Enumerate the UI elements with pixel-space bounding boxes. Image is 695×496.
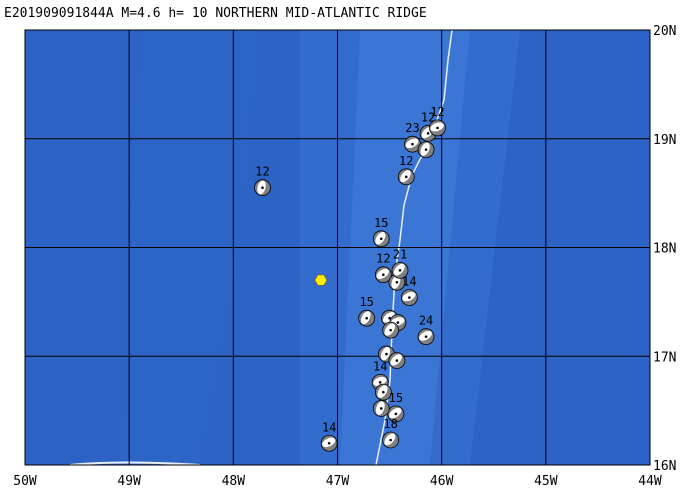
- focal-mechanism: [417, 328, 435, 346]
- focal-mechanism: [372, 230, 390, 248]
- depth-label: 15: [374, 216, 388, 230]
- depth-label: 14: [322, 420, 336, 434]
- beachball-center: [424, 335, 428, 338]
- depth-label: 24: [419, 314, 433, 328]
- beachball-center: [378, 381, 382, 384]
- x-tick-label: 46W: [430, 474, 454, 489]
- x-tick-label: 47W: [326, 474, 350, 489]
- beachball-center: [394, 412, 398, 416]
- depth-label: 14: [402, 275, 416, 289]
- depth-label: 21: [393, 247, 407, 261]
- beachball-center: [261, 186, 264, 189]
- beachball-center: [395, 281, 399, 284]
- focal-mechanism: [429, 119, 446, 137]
- beachball-center: [424, 148, 428, 151]
- beachball-center: [379, 407, 383, 410]
- depth-label: 18: [383, 417, 397, 431]
- focal-mechanism: [320, 434, 338, 452]
- beachball-center: [404, 175, 408, 179]
- x-tick-label: 44W: [638, 474, 662, 489]
- focal-mechanism: [358, 309, 376, 327]
- depth-label: 12: [255, 165, 269, 179]
- beachball-center: [426, 132, 430, 135]
- beachball-center: [389, 328, 392, 332]
- focal-mechanism: [372, 400, 390, 417]
- depth-label: 23: [405, 121, 419, 135]
- beachball-center: [395, 359, 399, 362]
- coast: [69, 461, 201, 465]
- x-tick-label: 50W: [13, 474, 37, 489]
- depth-label: 14: [373, 359, 387, 373]
- focal-mechanism: [417, 141, 435, 159]
- focal-mechanism: [382, 321, 400, 339]
- y-tick-label: 18N: [653, 242, 676, 257]
- beachball-center: [382, 273, 385, 276]
- focal-mechanism: [397, 168, 415, 186]
- beachball-center: [379, 237, 383, 241]
- depth-label: 12: [376, 252, 390, 266]
- focal-mechanism: [388, 352, 406, 370]
- beachball-center: [389, 438, 392, 442]
- map-title: E201909091844A M=4.6 h= 10 NORTHERN MID-…: [4, 6, 427, 21]
- beachball-center: [436, 126, 439, 130]
- beachball-center: [382, 390, 385, 394]
- focal-mechanism: [387, 405, 405, 423]
- depth-label: 15: [359, 295, 373, 309]
- focal-mechanism: [374, 383, 392, 401]
- beachball-center: [411, 142, 414, 146]
- beachball-center: [365, 316, 368, 320]
- epicenter: [314, 274, 328, 286]
- depth-label: 12: [399, 154, 413, 168]
- beachball-center: [385, 352, 388, 356]
- beachball-center: [327, 441, 331, 445]
- x-tick-label: 49W: [117, 474, 141, 489]
- focal-mechanism: [400, 289, 418, 306]
- depth-label: 12: [430, 105, 444, 119]
- beachball-center: [388, 316, 391, 320]
- y-tick-label: 16N: [653, 459, 676, 474]
- x-tick-label: 45W: [534, 474, 558, 489]
- beachball-center: [398, 269, 402, 272]
- x-tick-label: 48W: [222, 474, 246, 489]
- focal-mechanism: [382, 431, 400, 449]
- beachball-center: [408, 296, 411, 299]
- depth-label: 15: [389, 391, 403, 405]
- y-tick-label: 19N: [653, 133, 676, 148]
- focal-mechanism: [391, 261, 409, 279]
- y-tick-label: 17N: [653, 350, 676, 365]
- focal-mechanism: [404, 135, 421, 153]
- focal-mechanism: [254, 179, 271, 197]
- focal-mechanism: [374, 266, 392, 284]
- depth-label: 12: [421, 110, 435, 124]
- beachball-center: [396, 321, 400, 324]
- y-tick-label: 20N: [653, 24, 676, 39]
